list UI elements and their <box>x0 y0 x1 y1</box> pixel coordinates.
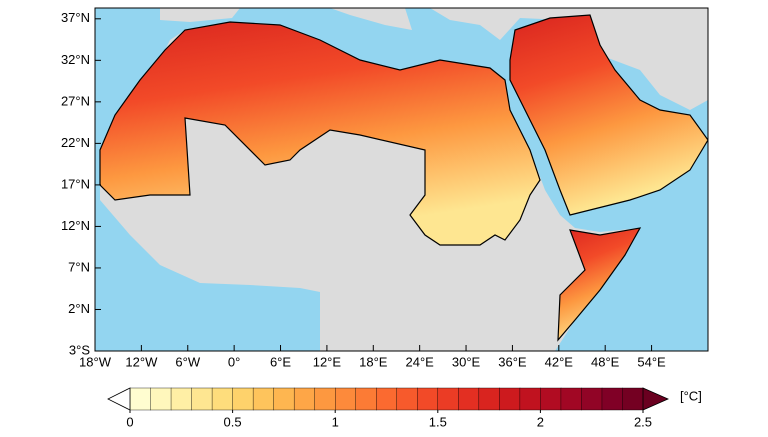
colorbar-unit: [°C] <box>680 388 702 403</box>
colorbar-segment <box>150 387 172 411</box>
colorbar-tick-label: 1 <box>332 414 339 429</box>
colorbar-over <box>642 387 669 411</box>
colorbar-segment <box>478 387 500 411</box>
colorbar-segment <box>499 387 521 411</box>
colorbar-segment <box>211 387 234 411</box>
colorbar-segment <box>314 387 336 411</box>
colorbar-tick-label: 2 <box>537 414 544 429</box>
x-tick-label: 30°E <box>452 354 481 369</box>
colorbar-segment <box>560 387 582 411</box>
colorbar-segment <box>355 387 377 411</box>
x-tick-label: 18°E <box>359 354 388 369</box>
colorbar-segment <box>458 387 480 411</box>
x-tick-label: 12°E <box>313 354 342 369</box>
colorbar-segment <box>601 387 623 411</box>
x-tick-label: 0° <box>228 354 240 369</box>
colorbar-under <box>107 387 131 411</box>
x-tick-label: 12°W <box>125 354 158 369</box>
colorbar-segment <box>129 387 152 411</box>
colorbar-segment <box>396 387 418 411</box>
colorbar-segment <box>540 387 562 411</box>
axes: 18°W 12°W 6°W 0° 6°E 12°E 18°E 24°E 30°E 36°E 42°E… <box>61 10 666 369</box>
colorbar-segment <box>170 387 193 411</box>
x-tick-label: 54°E <box>637 354 666 369</box>
y-tick-label: 27°N <box>61 93 90 108</box>
y-tick-label: 32°N <box>61 52 90 67</box>
colorbar-segment <box>417 387 439 411</box>
colorbar-segment <box>293 387 316 411</box>
colorbar-segment <box>273 387 295 411</box>
map-frame <box>94 7 709 352</box>
colorbar-segment <box>622 387 644 411</box>
x-tick-label: 18°W <box>79 354 112 369</box>
colorbar-segment <box>519 387 541 411</box>
colorbar-segment <box>437 387 459 411</box>
colorbar-segment <box>581 387 603 411</box>
colorbar-segment <box>191 387 213 411</box>
x-tick-label: 6°E <box>270 354 291 369</box>
y-tick-label: 37°N <box>61 10 90 25</box>
arab-region <box>99 14 708 342</box>
x-tick-label: 36°E <box>498 354 527 369</box>
y-tick-label: 7°N <box>68 259 90 274</box>
y-tick-label: 22°N <box>61 135 90 150</box>
colorbar-segment <box>335 387 357 411</box>
x-tick-label: 6°W <box>175 354 200 369</box>
y-tick-label: 12°N <box>61 218 90 233</box>
colorbar-segment <box>232 387 254 411</box>
colorbar-tick-label: 0 <box>126 414 133 429</box>
x-tick-label: 24°E <box>405 354 434 369</box>
colorbar-tick-label: 0.5 <box>224 414 242 429</box>
colorbar-tick-label: 2.5 <box>634 414 652 429</box>
x-tick-label: 48°E <box>591 354 620 369</box>
map-shapes <box>99 8 708 351</box>
colorbar-tick-label: 1.5 <box>429 414 447 429</box>
y-tick-label: 2°N <box>68 301 90 316</box>
colorbar-segment <box>252 387 275 411</box>
colorbar: 0 0.5 1 1.5 2 2.5 [°C] <box>107 387 702 429</box>
y-tick-label: 3°S <box>69 342 90 357</box>
y-tick-label: 17°N <box>61 176 90 191</box>
colorbar-segment <box>376 387 398 411</box>
x-tick-label: 42°E <box>545 354 574 369</box>
